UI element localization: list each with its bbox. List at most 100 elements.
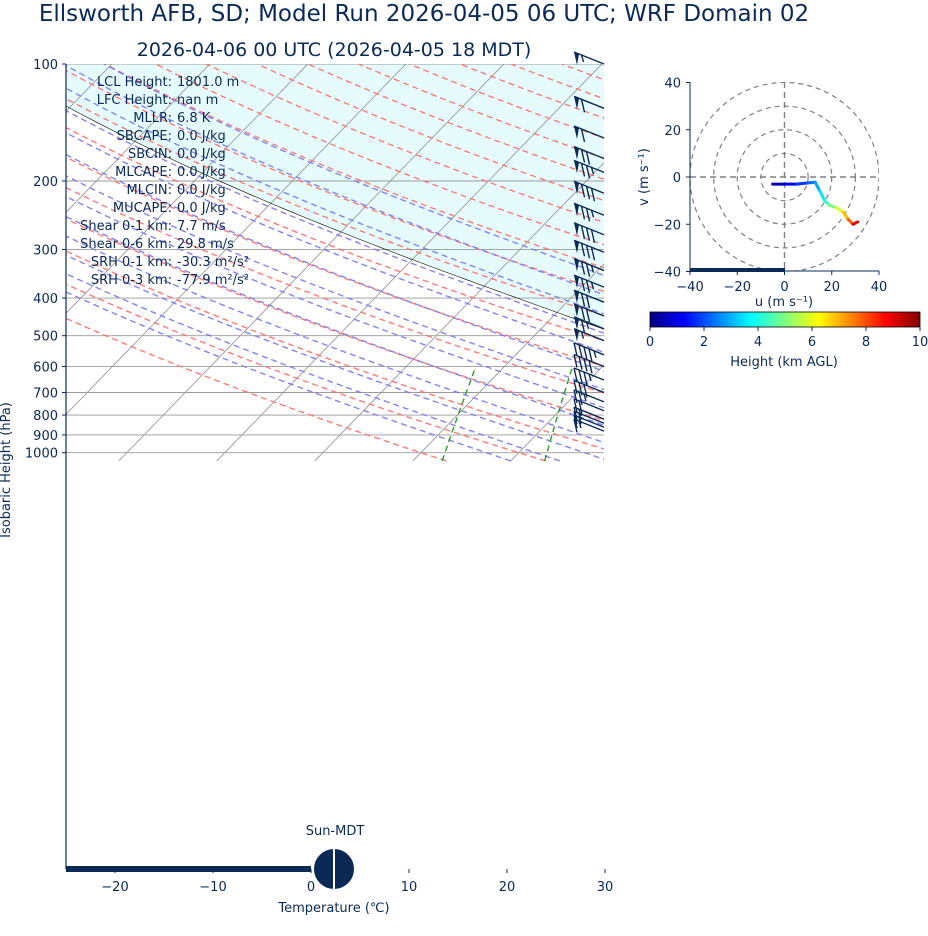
wind-barbs <box>573 51 605 433</box>
y-tick-label: 500 <box>33 330 58 345</box>
wind-barb <box>573 145 605 165</box>
dry-adiabat <box>66 97 604 317</box>
stat-label: Shear 0-6 km: <box>80 237 172 252</box>
chart-subtitle: 2026-04-06 00 UTC (2026-04-05 18 MDT) <box>137 39 532 61</box>
y-tick-label: 700 <box>33 386 58 401</box>
stat-label: Shear 0-1 km: <box>80 219 172 234</box>
colorbar <box>649 311 921 328</box>
parcel-path <box>66 105 604 330</box>
x-tick-label: 20 <box>499 880 516 895</box>
x-tick-label: −10 <box>199 880 226 895</box>
wind-barb <box>573 389 605 406</box>
colorbar-tick-label: 8 <box>862 335 870 350</box>
wind-barb <box>573 274 605 294</box>
dry-adiabat <box>66 317 447 462</box>
stat-value: 29.8 m/s <box>177 237 234 252</box>
sun-dial-icon <box>312 847 356 891</box>
moist-adiabat <box>66 195 604 409</box>
moist-adiabat <box>66 87 604 315</box>
isotherm-line <box>66 64 407 416</box>
stat-label: MUCAPE: <box>113 201 172 216</box>
chart-title: Ellsworth AFB, SD; Model Run 2026-04-05 … <box>39 1 809 27</box>
moist-adiabat <box>66 235 604 444</box>
hodograph-x-tick-label: −40 <box>676 280 703 295</box>
dry-adiabat-lines <box>66 64 928 462</box>
y-tick-label: 600 <box>33 360 58 375</box>
wind-barb <box>573 418 605 433</box>
isotherm-line <box>66 64 309 314</box>
stat-value: -77.9 m²/s² <box>177 273 249 288</box>
dry-adiabat <box>66 283 546 462</box>
stat-value: -30.3 m²/s² <box>177 255 249 270</box>
stat-value: 1801.0 m <box>177 75 239 90</box>
isotherm-line <box>412 263 604 462</box>
wind-barb <box>573 180 605 202</box>
hodograph-x-tick-label: 40 <box>871 280 888 295</box>
colorbar-ticks: 0 2 4 6 8 10 <box>646 327 928 350</box>
isotherm-line <box>609 64 928 461</box>
isotherm-line <box>66 64 211 213</box>
dry-adiabat <box>612 64 928 461</box>
hodograph-ticks: −40 −20 0 20 40 −40 −20 0 20 40 <box>654 77 888 296</box>
colorbar-tick-label: 2 <box>700 335 708 350</box>
y-axis-label: Isobaric Height (hPa) <box>0 402 14 538</box>
stat-value: 7.7 m/s <box>177 219 226 234</box>
x-tick-label: 30 <box>597 880 614 895</box>
colorbar-label: Height (km AGL) <box>730 355 838 370</box>
mixing-ratio-line <box>850 367 859 461</box>
stat-label: MLCAPE: <box>115 165 172 180</box>
isotherm-line <box>805 64 928 461</box>
moist-adiabat <box>66 109 604 334</box>
isotherm-line <box>0 64 14 461</box>
colorbar-tick-label: 6 <box>808 335 816 350</box>
x-tick-label: 10 <box>401 880 418 895</box>
isotherm-line <box>118 64 505 462</box>
stat-value: 0.0 J/kg <box>177 201 226 216</box>
hodograph-segment <box>794 181 810 186</box>
dry-adiabat <box>764 64 928 461</box>
wind-barb <box>573 410 605 425</box>
stat-value: 0.0 J/kg <box>177 183 226 198</box>
isotherm-line <box>707 64 928 461</box>
moist-adiabat <box>66 175 604 391</box>
isotherm-line <box>216 64 603 462</box>
wind-barb <box>573 51 605 65</box>
wind-barb <box>573 239 605 261</box>
y-tick-label: 200 <box>33 175 58 190</box>
dry-adiabat <box>66 186 604 394</box>
y-tick-label: 100 <box>33 58 58 73</box>
y-tick-label: 400 <box>33 292 58 307</box>
colorbar-tick-label: 10 <box>912 335 928 350</box>
stat-label: MLLR: <box>133 111 172 126</box>
wind-barb <box>573 125 605 143</box>
dewpoint-line <box>688 64 928 437</box>
temperature-line <box>723 64 928 437</box>
wind-barb <box>573 414 605 429</box>
hodograph-x-tick-label: 0 <box>780 280 788 295</box>
wind-barb <box>573 303 605 323</box>
moist-adiabat <box>66 254 604 461</box>
wind-barb <box>573 342 605 362</box>
stat-label: LFC Height: <box>97 93 172 108</box>
wind-barb <box>573 406 605 421</box>
isotherm-line <box>903 64 928 461</box>
hodograph-y-tick-label: −20 <box>654 218 681 233</box>
hodograph-y-tick-label: 20 <box>664 124 681 139</box>
stat-label: SBCIN: <box>128 147 172 162</box>
wind-barb <box>573 222 605 243</box>
dry-adiabat <box>663 64 928 461</box>
moist-adiabat <box>66 291 512 462</box>
dry-adiabat <box>66 69 604 293</box>
hodograph-night-bar <box>690 268 785 272</box>
mixing-ratio-lines <box>441 366 859 462</box>
dry-adiabat <box>714 64 928 461</box>
isotherm-line <box>314 162 604 462</box>
stat-label: LCL Height: <box>97 75 172 90</box>
moist-adiabat-lines <box>66 64 604 462</box>
moist-adiabat <box>66 153 604 372</box>
y-tick-label: 900 <box>33 429 58 444</box>
wind-barb <box>573 95 605 113</box>
mixing-ratio-line <box>441 366 477 462</box>
wind-barb <box>573 159 605 179</box>
